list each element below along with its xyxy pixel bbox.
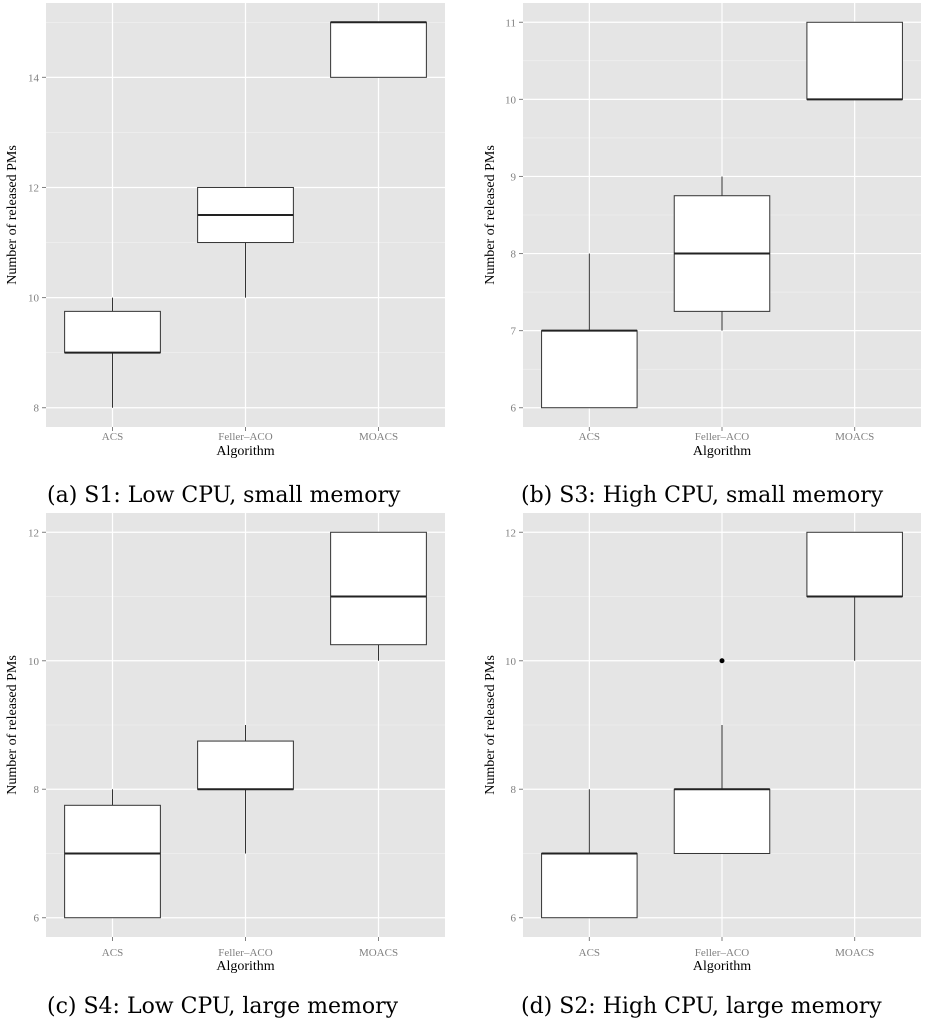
x-axis-title: Algorithm (216, 959, 274, 974)
box-b-0 (541, 253, 638, 409)
y-tick-label: 8 (34, 403, 40, 415)
caption-b: (b) S3: High CPU, small memory (521, 483, 884, 508)
box-c-0 (64, 789, 161, 919)
box-d-2 (806, 531, 903, 661)
y-axis-title: Number of released PMs (5, 655, 20, 795)
box-b-2 (806, 21, 903, 101)
caption-a: (a) S1: Low CPU, small memory (47, 483, 401, 508)
box-body (541, 852, 638, 919)
box-a-0 (64, 297, 161, 408)
y-tick-label: 8 (34, 784, 40, 796)
x-tick-label: Feller–ACO (695, 431, 749, 443)
box-body (541, 330, 638, 409)
x-axis-title: Algorithm (216, 444, 274, 459)
y-tick-label: 8 (511, 249, 517, 261)
y-axis-title: Number of released PMs (483, 655, 498, 795)
y-tick-label: 12 (505, 527, 516, 539)
box-body (673, 788, 771, 854)
x-tick-label: MOACS (359, 431, 398, 443)
x-axis-title: Algorithm (693, 959, 751, 974)
y-tick-label: 8 (511, 784, 517, 796)
y-tick-label: 12 (28, 527, 39, 539)
box-body (197, 740, 294, 790)
y-tick-label: 6 (511, 913, 517, 925)
x-tick-label: Feller–ACO (218, 947, 272, 959)
x-axis-title: Algorithm (693, 444, 751, 459)
outlier-point (719, 658, 725, 664)
panel-a: 8 10 12 14 ACS Feller–ACO MOACS Algorithm Number… (5, 3, 445, 459)
box-body (806, 531, 903, 598)
panel-d: 6 8 10 12 ACS Feller–ACO MOACS Algorithm Number … (483, 513, 921, 974)
box-d-1 (673, 658, 771, 854)
x-tick-label: MOACS (835, 947, 874, 959)
box-body (64, 310, 161, 354)
box-body (806, 21, 903, 100)
y-tick-label: 11 (505, 17, 516, 29)
x-tick-label: ACS (579, 431, 600, 443)
y-tick-label: 10 (505, 94, 517, 106)
x-tick-label: MOACS (359, 947, 398, 959)
y-tick-label: 12 (28, 182, 39, 194)
y-tick-label: 14 (28, 72, 40, 84)
y-tick-label: 6 (34, 913, 40, 925)
caption-c: (c) S4: Low CPU, large memory (47, 994, 399, 1019)
box-a-1 (197, 186, 294, 298)
y-tick-label: 10 (28, 656, 40, 668)
box-a-2 (330, 21, 427, 78)
box-body (330, 531, 427, 646)
x-tick-label: ACS (579, 947, 600, 959)
y-axis-title: Number of released PMs (483, 145, 498, 285)
box-b-1 (673, 176, 771, 331)
y-tick-label: 10 (505, 656, 517, 668)
x-tick-label: Feller–ACO (218, 431, 272, 443)
box-body (330, 21, 427, 78)
box-c-2 (330, 531, 427, 661)
y-tick-label: 9 (511, 171, 517, 183)
panel-c: 6 8 10 12 ACS Feller–ACO MOACS Algorithm Number … (5, 513, 445, 974)
box-body (64, 804, 161, 919)
y-tick-label: 7 (511, 326, 517, 338)
x-tick-label: Feller–ACO (695, 947, 749, 959)
caption-d: (d) S2: High CPU, large memory (521, 994, 882, 1019)
x-tick-label: ACS (102, 947, 123, 959)
x-tick-label: ACS (102, 431, 123, 443)
y-tick-label: 6 (511, 403, 517, 415)
box-d-0 (541, 789, 638, 919)
panel-b: 6 7 8 9 10 11 ACS Feller–ACO MOACS Algorithm Numbe… (483, 3, 921, 459)
y-axis-title: Number of released PMs (5, 145, 20, 285)
x-tick-label: MOACS (835, 431, 874, 443)
box-c-1 (197, 725, 294, 854)
y-tick-label: 10 (28, 293, 40, 305)
